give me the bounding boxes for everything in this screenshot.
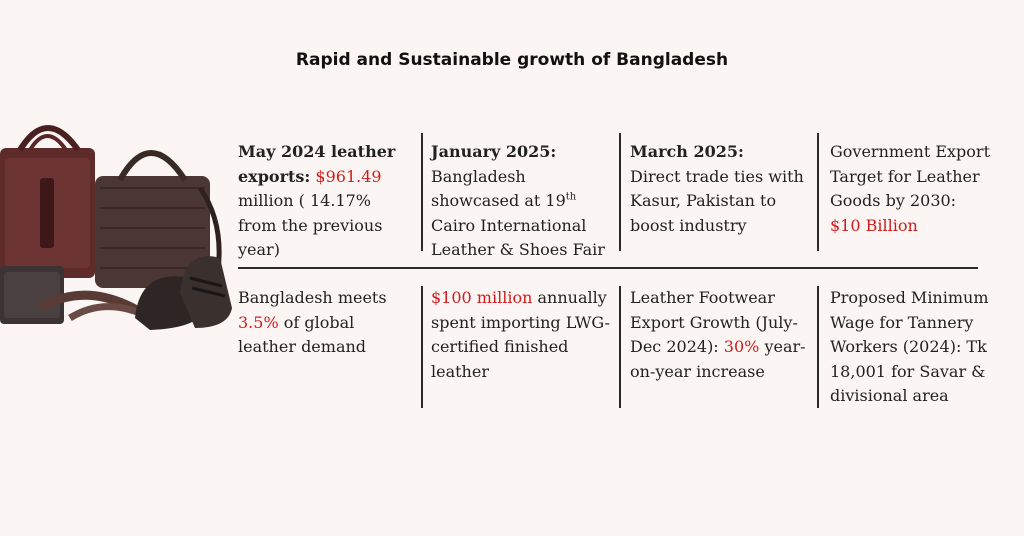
fact-export-target: Government Export Target for Leather Goo…	[830, 140, 1010, 238]
divider-vertical-1-bottom	[421, 286, 423, 408]
leather-goods-image	[0, 125, 232, 330]
fact-label: March 2025:	[630, 142, 744, 161]
fact-text: Direct trade ties with Kasur, Pakistan t…	[630, 166, 804, 235]
fact-superscript: th	[565, 191, 577, 203]
fact-value: 3.5%	[238, 312, 279, 332]
fact-lwg-imports: $100 million annually spent importing LW…	[431, 286, 611, 384]
divider-vertical-1-top	[421, 133, 423, 251]
fact-text-2: year-on-year increase	[630, 337, 806, 381]
fact-march-2025: March 2025: Direct trade ties with Kasur…	[630, 140, 816, 238]
divider-vertical-2-top	[619, 133, 621, 251]
divider-vertical-2-bottom	[619, 286, 621, 408]
fact-text: Bangladesh showcased at 19	[431, 166, 566, 211]
fact-text: million ( 14.17% from the previous year)	[238, 191, 383, 260]
fact-text: Bangladesh meets	[238, 288, 387, 307]
fact-january-2025: January 2025: Bangladesh showcased at 19…	[431, 140, 611, 263]
fact-text-2: of global leather demand	[238, 312, 367, 357]
fact-text: Leather Footwear Export Growth (July-Dec…	[630, 288, 798, 357]
fact-footwear-growth: Leather Footwear Export Growth (July-Dec…	[630, 286, 816, 384]
fact-text: Government Export Target for Leather Goo…	[830, 142, 990, 211]
fact-text: Proposed Minimum Wage for Tannery Worker…	[830, 288, 989, 406]
fact-label: May 2024 leather exports:	[238, 142, 396, 186]
fact-text-2: Cairo International Leather & Shoes Fair	[431, 215, 605, 260]
fact-global-demand: Bangladesh meets 3.5% of global leather …	[238, 286, 414, 360]
divider-horizontal	[238, 267, 978, 269]
fact-value: $100 million	[431, 288, 533, 307]
page-title: Rapid and Sustainable growth of Banglade…	[295, 50, 729, 70]
divider-vertical-3-bottom	[817, 286, 819, 408]
fact-text: annually spent importing LWG- certified …	[431, 288, 610, 381]
fact-value: $961.49	[315, 166, 382, 186]
fact-minimum-wage: Proposed Minimum Wage for Tannery Worker…	[830, 286, 1010, 409]
fact-label: January 2025:	[431, 142, 557, 161]
fact-value: $10 Billion	[830, 215, 918, 235]
fact-may-2024-exports: May 2024 leather exports: $961.49 millio…	[238, 140, 414, 263]
divider-vertical-3-top	[817, 133, 819, 251]
fact-value: 30%	[723, 337, 760, 357]
